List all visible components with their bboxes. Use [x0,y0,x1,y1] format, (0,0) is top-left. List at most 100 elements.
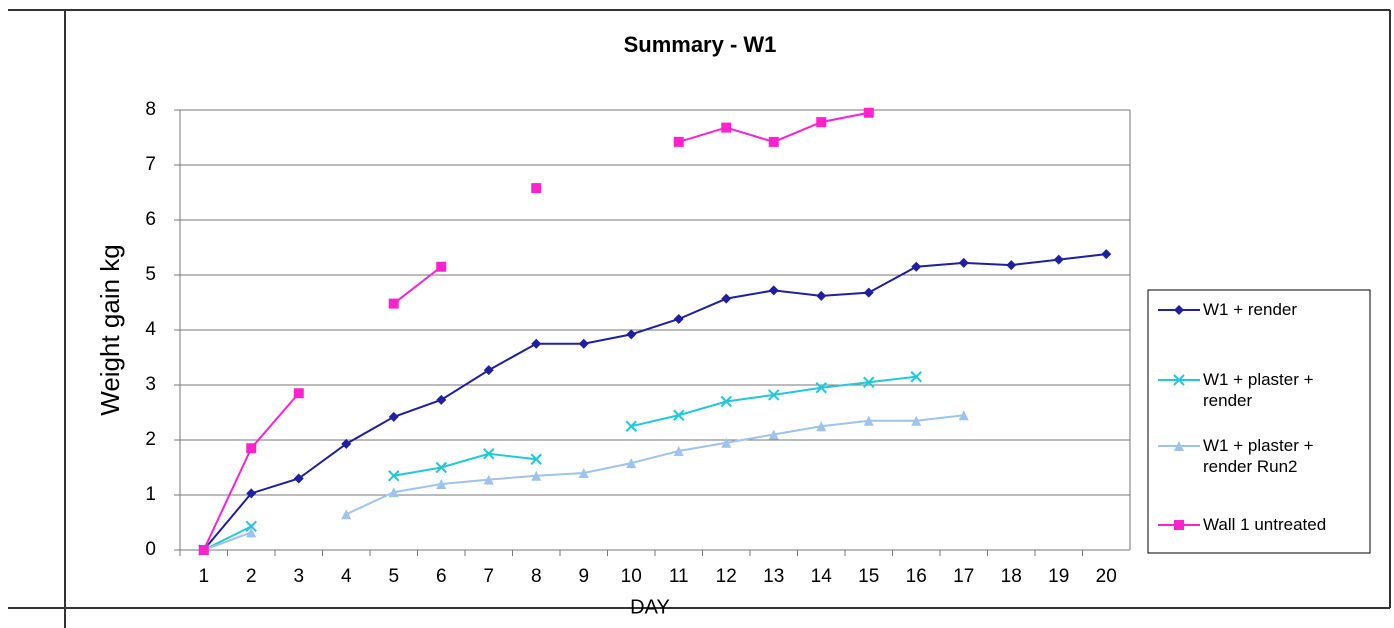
legend-marker [1174,441,1184,451]
x-tick-label: 10 [621,566,642,587]
marker [816,290,827,301]
legend-marker [1174,305,1184,315]
y-tick-label: 3 [145,374,156,395]
marker [1101,249,1112,260]
legend-label: W1 + plaster + render Run2 [1203,436,1314,476]
legend-box [1147,289,1371,554]
y-tick-label: 0 [145,539,156,560]
legend-marker [1173,374,1185,386]
marker [293,388,304,399]
marker [483,474,494,485]
marker [816,117,827,128]
y-tick-label: 1 [145,484,156,505]
x-tick-label: 17 [953,566,974,587]
marker [1006,260,1017,271]
x-tick-label: 13 [763,566,784,587]
x-tick-label: 2 [246,566,257,587]
y-tick-label: 5 [145,264,156,285]
marker [720,395,732,408]
x-axis-label: DAY [630,596,670,618]
marker [721,437,732,448]
x-tick-label: 19 [1048,566,1069,587]
y-tick-label: 4 [145,319,156,340]
marker [673,314,684,324]
x-tick-label: 3 [293,566,304,587]
marker [768,389,780,401]
x-tick-label: 16 [906,566,927,587]
marker [768,285,779,296]
x-tick-label: 8 [531,566,542,587]
marker [530,453,542,465]
marker [626,458,637,469]
x-tick-label: 20 [1096,566,1117,587]
series-line [203,375,917,551]
marker [911,415,922,426]
legend-label: Wall 1 untreated [1203,515,1326,534]
marker [246,527,257,538]
legend-label-text: W1 + render [1203,300,1298,319]
marker [816,421,827,432]
marker [436,394,447,405]
marker [435,461,447,474]
series-line [202,111,869,551]
marker [388,470,400,482]
marker [625,420,637,432]
marker [815,382,827,394]
y-tick-label: 8 [145,99,156,120]
marker [483,365,494,376]
marker [863,107,874,118]
marker [911,261,922,272]
marker [436,479,447,489]
y-tick-label: 7 [145,154,156,175]
marker [673,409,685,421]
marker [910,371,922,383]
marker [245,520,257,533]
marker [1053,254,1064,265]
marker [721,122,732,133]
marker [673,136,684,147]
marker [958,410,969,421]
marker [341,509,352,520]
marker [293,473,304,484]
x-tick-label: 11 [669,566,689,587]
legend-label-text: W1 + plaster + render Run2 [1203,436,1314,476]
legend-label: W1 + render [1203,300,1298,319]
marker [483,448,495,460]
x-tick-label: 12 [716,566,737,587]
x-tick-label: 6 [436,566,447,587]
x-tick-label: 7 [483,566,494,587]
x-tick-label: 1 [198,566,209,587]
series-line [202,253,1107,551]
marker [531,470,542,481]
legend-label: W1 + plaster + render [1203,370,1314,410]
marker [531,338,542,349]
x-tick-label: 15 [858,566,879,587]
x-tick-label: 14 [811,566,833,587]
chart-title: Summary - W1 [624,32,777,57]
marker [531,183,542,194]
marker [863,415,874,426]
y-axis-label: Weight gain kg [95,244,125,416]
marker [246,488,257,499]
x-tick-label: 18 [1001,566,1022,587]
marker [578,468,589,478]
marker [341,438,352,449]
y-tick-label: 6 [145,209,156,230]
marker [768,429,779,440]
marker [863,376,875,388]
x-tick-label: 5 [388,566,399,587]
marker [388,487,399,498]
marker [578,338,589,349]
series-line [203,414,964,551]
marker [388,411,399,422]
x-tick-label: 4 [341,566,352,587]
marker [436,261,447,272]
marker [768,136,779,147]
legend-marker [1174,520,1184,530]
x-tick-label: 9 [578,566,589,587]
marker [388,298,399,309]
marker [246,443,257,454]
marker [863,287,874,298]
legend-label-text: W1 + plaster + render [1203,370,1314,410]
